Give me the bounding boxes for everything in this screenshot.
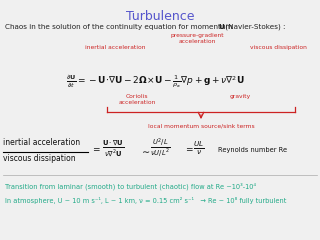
Text: Coriolis
acceleration: Coriolis acceleration	[118, 94, 156, 105]
Text: $\sim$: $\sim$	[140, 145, 151, 155]
Text: =: =	[92, 145, 100, 155]
Text: inertial acceleration: inertial acceleration	[3, 138, 80, 147]
Text: $\frac{UL}{\nu}$: $\frac{UL}{\nu}$	[193, 139, 204, 156]
Text: Turbulence: Turbulence	[126, 10, 194, 23]
Text: $\frac{U^2/L}{\nu U/L^2}$: $\frac{U^2/L}{\nu U/L^2}$	[150, 137, 171, 159]
Text: Transition from laminar (smooth) to turbulent (chaotic) flow at Re ~10³-10⁴: Transition from laminar (smooth) to turb…	[5, 182, 256, 190]
Text: viscous dissipation: viscous dissipation	[3, 154, 76, 163]
Text: $\frac{\partial \mathbf{U}}{\partial t} = -\mathbf{U}\!\cdot\!\nabla\mathbf{U} -: $\frac{\partial \mathbf{U}}{\partial t} …	[66, 74, 244, 90]
Text: viscous dissipation: viscous dissipation	[250, 45, 307, 50]
Text: local momentum source/sink terms: local momentum source/sink terms	[148, 124, 254, 129]
Text: In atmosphere, U ~ 10 m s⁻¹, L ~ 1 km, ν = 0.15 cm² s⁻¹   → Re ~ 10⁸ fully turbu: In atmosphere, U ~ 10 m s⁻¹, L ~ 1 km, ν…	[5, 197, 286, 204]
Text: Reynolds number Re: Reynolds number Re	[218, 147, 287, 153]
Text: gravity: gravity	[229, 94, 251, 99]
Text: pressure-gradient
acceleration: pressure-gradient acceleration	[170, 33, 224, 44]
Text: (Navier-Stokes) :: (Navier-Stokes) :	[223, 24, 285, 30]
Text: Chaos in the solution of the continuity equation for momentum: Chaos in the solution of the continuity …	[5, 24, 235, 30]
Text: $\frac{\mathbf{U}\cdot\nabla\mathbf{U}}{\nu\nabla^2\mathbf{U}}$: $\frac{\mathbf{U}\cdot\nabla\mathbf{U}}{…	[102, 138, 124, 158]
Text: U: U	[218, 24, 224, 30]
Text: =: =	[185, 145, 193, 155]
Text: inertial acceleration: inertial acceleration	[85, 45, 145, 50]
